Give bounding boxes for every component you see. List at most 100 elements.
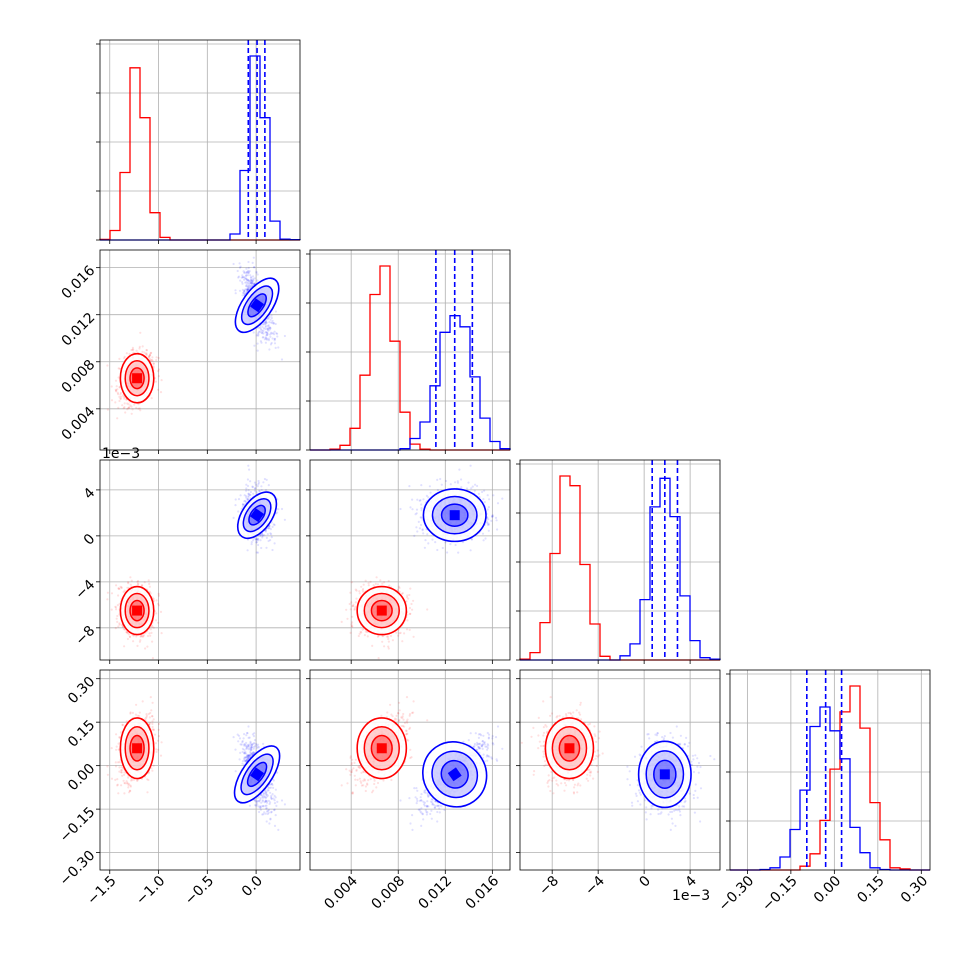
scatter-point [254, 488, 256, 490]
scatter-point [388, 647, 390, 649]
scatter-point [371, 645, 373, 647]
scatter-point [364, 634, 366, 636]
scatter-point [272, 337, 274, 339]
scatter-point [124, 411, 126, 413]
scatter-point [117, 792, 119, 794]
scatter-point [139, 409, 141, 411]
scatter-point [424, 547, 426, 549]
scatter-point [156, 356, 158, 358]
scatter-point [120, 392, 122, 394]
scatter-point [141, 351, 143, 353]
scatter-point [245, 495, 247, 497]
scatter-point [422, 498, 424, 500]
scatter-point [406, 594, 408, 596]
scatter-point [409, 506, 411, 508]
scatter-point [482, 533, 484, 535]
scatter-point [351, 621, 353, 623]
scatter-point [409, 613, 411, 615]
scatter-point [135, 635, 137, 637]
scatter-point [127, 582, 129, 584]
scatter-point [120, 731, 122, 733]
scatter-point [496, 519, 498, 521]
scatter-point [474, 490, 476, 492]
density-contours [120, 354, 153, 403]
scatter-point [151, 728, 153, 730]
scatter-point [111, 609, 113, 611]
scatter-point [434, 541, 436, 543]
scatter-point [157, 749, 159, 751]
scatter-point [378, 657, 380, 659]
scatter-point [271, 536, 273, 538]
scatter-point [375, 583, 377, 585]
scatter-point [137, 715, 139, 717]
scatter-point [449, 543, 451, 545]
scatter-point [247, 279, 249, 281]
scatter-point [422, 529, 424, 531]
scatter-point [117, 604, 119, 606]
scatter-point [111, 747, 113, 749]
scatter-point [281, 358, 283, 360]
scatter-point [157, 370, 159, 372]
scatter-point [253, 257, 255, 259]
scatter-point [431, 539, 433, 541]
scatter-point [376, 576, 378, 578]
scatter-point [117, 392, 119, 394]
scatter-point [243, 279, 245, 281]
scatter-point [398, 587, 400, 589]
scatter-point [383, 645, 385, 647]
scatter-point [248, 267, 250, 269]
scatter-point [153, 365, 155, 367]
scatter-point [450, 483, 452, 485]
scatter-point [251, 541, 253, 543]
scatter-point [487, 494, 489, 496]
scatter-point [129, 404, 131, 406]
scatter-point [123, 774, 125, 776]
scatter-point [362, 588, 364, 590]
scatter-point [268, 321, 270, 323]
scatter-point [115, 765, 117, 767]
scatter-point [249, 494, 251, 496]
scatter-point [130, 711, 132, 713]
scatter-point [383, 581, 385, 583]
scatter-point [416, 499, 418, 501]
scatter-point [151, 770, 153, 772]
scatter-point [147, 635, 149, 637]
scatter-point [266, 328, 268, 330]
scatter-point [270, 315, 272, 317]
scatter-point [115, 380, 117, 382]
scatter-point [271, 342, 273, 344]
scatter-point [408, 485, 410, 487]
scatter-point [401, 640, 403, 642]
scatter-point [250, 491, 252, 493]
scatter-point [487, 524, 489, 526]
scatter-point [136, 581, 138, 583]
scatter-point [419, 499, 421, 501]
scatter-point [351, 616, 353, 618]
scatter-point [129, 790, 131, 792]
scatter-point [141, 585, 143, 587]
scatter-point [137, 583, 139, 585]
scatter-point [256, 279, 258, 281]
scatter-point [136, 780, 138, 782]
scatter-point [270, 332, 272, 334]
scatter-point [154, 734, 156, 736]
scatter-point [133, 404, 135, 406]
scatter-point [117, 784, 119, 786]
scatter-point [126, 352, 128, 354]
scatter-point [149, 586, 151, 588]
scatter-point [409, 629, 411, 631]
scatter-point [155, 748, 157, 750]
scatter-point [151, 397, 153, 399]
scatter-point [161, 741, 163, 743]
scatter-point [272, 526, 274, 528]
scatter-point [120, 784, 122, 786]
scatter-point [457, 552, 459, 554]
scatter-point [259, 535, 261, 537]
scatter-point [148, 355, 150, 357]
scatter-point [148, 632, 150, 634]
density-peak [132, 606, 142, 616]
scatter-point [239, 280, 241, 282]
scatter-point [275, 310, 277, 312]
scatter-point [136, 350, 138, 352]
scatter-point [249, 480, 251, 482]
